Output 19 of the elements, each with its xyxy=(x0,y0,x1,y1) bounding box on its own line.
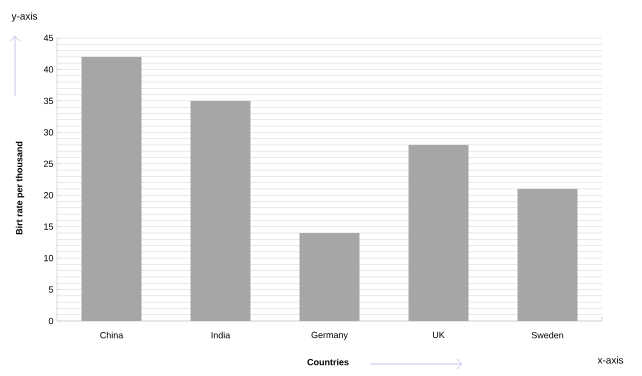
x-axis-title: Countries xyxy=(307,358,349,366)
y-tick-label: 0 xyxy=(48,318,54,324)
y-tick-label: 15 xyxy=(44,224,54,230)
y-tick-label: 40 xyxy=(44,66,54,73)
x-tick-label: Sweden xyxy=(532,332,564,338)
y-tick-label: 35 xyxy=(44,98,54,104)
y-tick-label: 20 xyxy=(44,192,54,198)
y-tick-label: 5 xyxy=(48,286,54,293)
x-tick-label: Germany xyxy=(312,332,348,340)
x-tick-label: UK xyxy=(432,332,445,338)
y-tick-label: 45 xyxy=(44,34,54,42)
x-tick-label: China xyxy=(100,332,124,338)
y-tick-label: 10 xyxy=(44,254,54,262)
text: x-axis xyxy=(598,356,624,364)
text: y-axis xyxy=(12,12,38,22)
y-tick-label: 30 xyxy=(44,129,54,136)
y-axis-title: Birt rate per thousand xyxy=(16,142,24,234)
x-tick-label: India xyxy=(212,332,230,338)
y-tick-label: 25 xyxy=(44,160,54,167)
